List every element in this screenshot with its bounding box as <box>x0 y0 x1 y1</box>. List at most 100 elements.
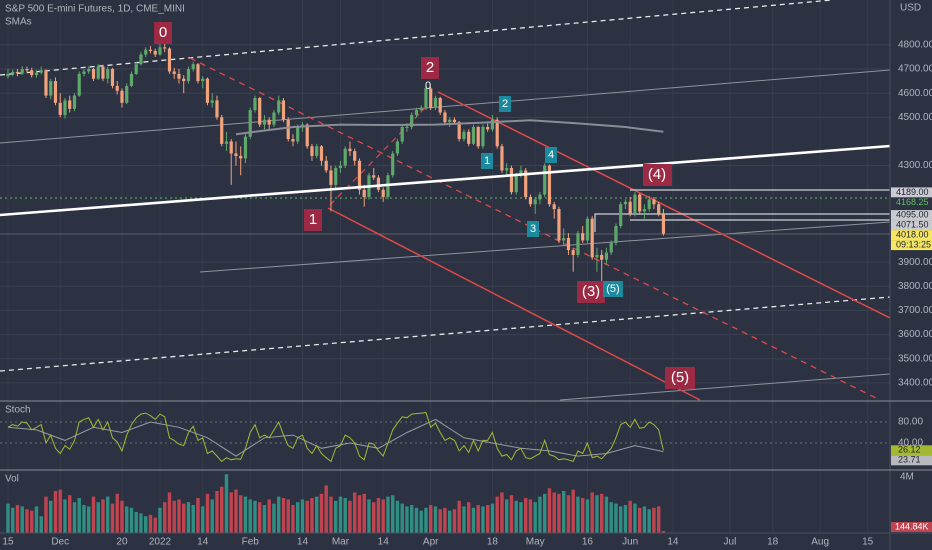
candle-body <box>566 238 571 251</box>
x-tick-label: 14 <box>667 537 679 548</box>
volume-bar <box>367 499 371 533</box>
volume-bar <box>628 500 632 533</box>
wave-box <box>665 367 695 389</box>
volume-bar <box>115 493 119 533</box>
candle-body <box>400 126 404 142</box>
candle-body <box>243 136 248 159</box>
volume-bar <box>110 503 115 533</box>
volume-bar <box>77 498 81 533</box>
candle-body <box>272 112 276 125</box>
y-tick-label: 4700.00 <box>898 64 932 75</box>
candle-body <box>490 119 495 130</box>
volume-bar <box>362 493 366 533</box>
volume-bar <box>15 505 20 533</box>
volume-bar <box>201 506 205 533</box>
volume-bar <box>205 493 210 533</box>
candle-body <box>443 112 447 123</box>
wave-labels: 0 1 2 (3) (4) (5) <box>154 22 695 389</box>
stoch-signal-line <box>7 418 664 457</box>
volume-bar <box>25 509 29 533</box>
candle-body <box>576 233 580 255</box>
candle-body <box>106 69 110 79</box>
candle-body <box>595 254 599 258</box>
indicator-label: SMAs <box>5 17 32 28</box>
candle-body <box>590 218 594 258</box>
volume-label: Vol <box>5 474 19 485</box>
volume-bar <box>72 502 77 533</box>
volume-bar <box>144 516 148 533</box>
candle-body <box>500 146 504 171</box>
y-tick-label: 4800.00 <box>898 40 932 51</box>
price-axis-bg <box>890 0 932 550</box>
candle-body <box>30 70 34 76</box>
candle-body <box>182 78 186 82</box>
candle-body <box>120 90 124 103</box>
volume-bar <box>220 486 224 533</box>
price-marker-box <box>891 220 932 231</box>
candle-body <box>657 204 661 214</box>
volume-bar <box>542 493 547 533</box>
volume-bar <box>652 507 656 533</box>
volume-bar <box>196 498 200 533</box>
candle-body <box>110 69 115 86</box>
volume-bar <box>485 505 490 533</box>
sub-wave-box <box>603 281 623 297</box>
volume-bar <box>566 495 571 533</box>
candle-body <box>277 100 281 113</box>
wave-box <box>304 209 322 231</box>
candle-body <box>172 71 176 74</box>
volume-bar <box>87 506 91 533</box>
candle-body <box>281 100 286 120</box>
volume-bar <box>30 510 34 533</box>
candle-body <box>334 168 338 185</box>
volume-bar <box>500 492 504 533</box>
volume-bar <box>462 506 466 533</box>
sub-wave-box <box>527 221 539 237</box>
candle-body <box>338 165 343 169</box>
candle-body <box>438 98 442 113</box>
volume-bar <box>348 500 352 533</box>
candle-body <box>623 201 628 205</box>
volume-bar <box>557 493 561 533</box>
candle-body <box>505 168 509 171</box>
candle-body <box>343 148 347 166</box>
sub-wave-label: 2 <box>502 98 508 110</box>
x-tick-label: 20 <box>116 537 128 548</box>
volume-bar <box>58 489 62 533</box>
sub-wave-box <box>545 147 557 163</box>
volume-bar <box>576 496 580 533</box>
volume-bar <box>467 502 471 533</box>
candle-body <box>144 49 148 55</box>
volume-bar <box>281 498 286 533</box>
volume-bar <box>49 500 53 533</box>
x-tick-label: Apr <box>423 537 439 548</box>
price-marker-label: 4018.00 <box>896 229 929 239</box>
volume-bar <box>96 502 100 533</box>
candle-body <box>462 131 466 140</box>
volume-bar <box>139 513 143 533</box>
candle-body <box>34 72 39 76</box>
volume-bar <box>315 496 319 533</box>
candle-body <box>600 254 604 260</box>
candle-body <box>538 194 542 200</box>
dashed-channel <box>0 0 833 76</box>
volume-bar <box>538 496 542 533</box>
volume-bar <box>495 496 499 533</box>
volume-bar <box>386 496 390 533</box>
volume-bar <box>319 493 324 533</box>
volume-bar <box>604 496 609 533</box>
x-tick-label: Jul <box>724 537 737 548</box>
candle-body <box>196 64 200 82</box>
candle-body <box>452 119 457 123</box>
candle-body <box>433 98 438 108</box>
candle-body <box>481 126 485 147</box>
volume-bar <box>357 495 362 533</box>
candle-body <box>15 71 20 74</box>
candle-body <box>258 98 262 125</box>
volume-bar <box>410 505 414 533</box>
countdown-label: 09:13:25 <box>896 239 931 249</box>
volume-bar <box>414 507 419 533</box>
candle-body <box>262 119 267 125</box>
x-tick-label: 14 <box>297 537 309 548</box>
